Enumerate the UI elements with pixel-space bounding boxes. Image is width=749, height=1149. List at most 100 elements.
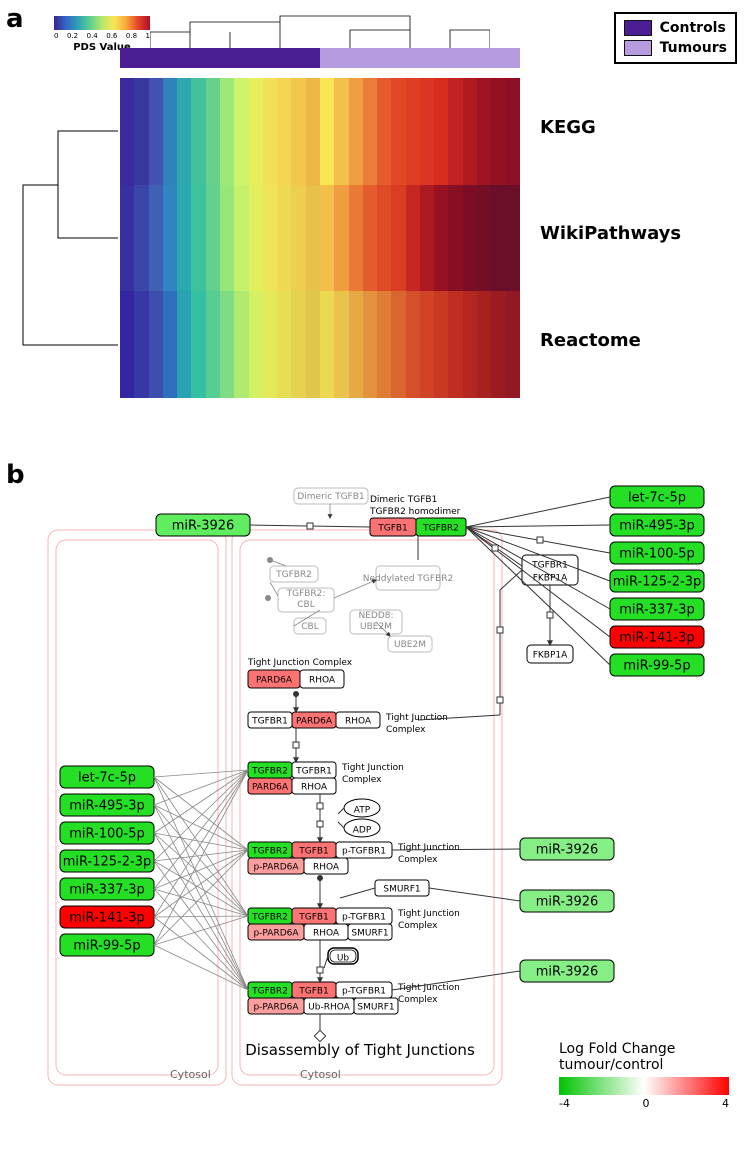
svg-text:Tight Junction: Tight Junction	[397, 843, 460, 853]
svg-text:TGFBR1: TGFBR1	[531, 561, 568, 571]
svg-text:p-TGFBR1: p-TGFBR1	[342, 847, 386, 857]
svg-text:p-PARD6A: p-PARD6A	[253, 863, 299, 873]
svg-text:UBE2M: UBE2M	[360, 622, 392, 632]
svg-text:Tight Junction: Tight Junction	[385, 713, 448, 723]
svg-text:let-7c-5p: let-7c-5p	[628, 491, 686, 506]
svg-text:Complex: Complex	[386, 725, 426, 735]
group-legend: Controls Tumours	[614, 12, 737, 64]
svg-text:PARD6A: PARD6A	[296, 717, 333, 727]
svg-text:p-TGFBR1: p-TGFBR1	[342, 987, 386, 997]
svg-text:TGFBR2: TGFBR2	[251, 987, 288, 997]
svg-text:Neddylated TGFBR2: Neddylated TGFBR2	[363, 574, 453, 584]
mir-3926-row5: miR-3926	[520, 960, 614, 982]
row-label-reactome: Reactome	[540, 330, 730, 351]
svg-text:TGFB1: TGFB1	[298, 847, 329, 857]
svg-text:miR-100-5p: miR-100-5p	[69, 827, 145, 842]
svg-text:Complex: Complex	[342, 775, 382, 785]
svg-text:TGFBR1: TGFBR1	[251, 717, 288, 727]
mirna-list-left: let-7c-5pmiR-495-3pmiR-100-5pmiR-125-2-3…	[60, 766, 154, 956]
pathway-title: Disassembly of Tight Junctions	[245, 1041, 475, 1059]
svg-text:RHOA: RHOA	[313, 863, 340, 873]
complex-row-4: TGFBR2TGFB1p-TGFBR1p-PARD6ARHOASMURF1Tig…	[248, 908, 460, 940]
mir-3926-smurf: miR-3926	[520, 838, 614, 860]
fkbp-box: TGFBR1 FKBP1A	[522, 555, 578, 585]
svg-text:RHOA: RHOA	[345, 717, 372, 727]
controls-legend-label: Controls	[660, 20, 726, 36]
svg-text:Complex: Complex	[398, 995, 438, 1005]
row-label-wiki: WikiPathways	[540, 223, 730, 244]
svg-text:TGFBR2: TGFBR2	[251, 913, 288, 923]
svg-text:miR-3926: miR-3926	[172, 519, 235, 534]
svg-text:p-PARD6A: p-PARD6A	[253, 929, 299, 939]
svg-text:p-PARD6A: p-PARD6A	[253, 1003, 299, 1013]
top-label-1: Dimeric TGFB1	[370, 495, 437, 505]
atp-adp: ATP ADP	[344, 799, 380, 837]
svg-text:let-7c-5p: let-7c-5p	[78, 771, 136, 786]
svg-text:PARD6A: PARD6A	[252, 783, 289, 793]
lfc-min: -4	[559, 1097, 570, 1110]
heatmap	[120, 78, 520, 398]
svg-text:TGFBR2:: TGFBR2:	[286, 589, 326, 599]
fkbp-single: FKBP1A	[527, 645, 573, 663]
complex-row-2: TGFBR2 TGFBR1 PARD6A RHOA Tight Junction Comp…	[248, 762, 404, 794]
ub-node: Ub	[328, 948, 358, 964]
pds-ticks: 00.20.40.60.81	[54, 32, 150, 40]
lfc-legend: Log Fold Change tumour/control -4 0 4	[559, 1041, 729, 1110]
svg-text:SMURF1: SMURF1	[383, 885, 420, 895]
svg-text:Tight Junction: Tight Junction	[341, 763, 404, 773]
complex-row-1: TGFBR1 PARD6A RHOA Tight Junction Complex	[248, 712, 448, 735]
svg-text:RHOA: RHOA	[309, 676, 336, 686]
svg-text:Dimeric TGFB1: Dimeric TGFB1	[297, 492, 364, 502]
tumours-swatch	[624, 40, 652, 56]
svg-text:TGFBR2: TGFBR2	[422, 524, 459, 534]
complex-row-3: TGFBR2 TGFB1 p-TGFBR1 p-PARD6A RHOA Tight Jun…	[248, 842, 460, 874]
svg-text:Ub: Ub	[337, 954, 350, 964]
svg-text:SMURF1: SMURF1	[357, 1003, 394, 1013]
heatmap-row-labels: KEGG WikiPathways Reactome	[540, 74, 730, 394]
svg-text:miR-3926: miR-3926	[536, 843, 599, 858]
svg-text:PARD6A: PARD6A	[256, 676, 293, 686]
top-label-2: TGFBR2 homodimer	[369, 507, 461, 517]
lfc-gradient	[559, 1077, 729, 1095]
svg-text:RHOA: RHOA	[301, 783, 328, 793]
pds-gradient	[54, 16, 150, 30]
svg-text:miR-100-5p: miR-100-5p	[619, 547, 695, 562]
column-group-strip	[120, 48, 520, 68]
svg-text:NEDD8:: NEDD8:	[358, 611, 393, 621]
svg-text:RHOA: RHOA	[313, 929, 340, 939]
row-label-kegg: KEGG	[540, 117, 730, 138]
svg-text:miR-99-5p: miR-99-5p	[73, 939, 140, 954]
compartment-left-label: Cytosol	[170, 1068, 211, 1081]
svg-text:TGFBR2: TGFBR2	[275, 570, 312, 580]
figure-root: a Controls Tumours 00.20.40.60.81 PDS Va…	[0, 0, 749, 1149]
svg-text:TGFBR1: TGFBR1	[295, 767, 332, 777]
svg-text:TGFB1: TGFB1	[377, 524, 408, 534]
row-dendrogram-icon	[8, 78, 118, 398]
svg-text:miR-141-3p: miR-141-3p	[619, 631, 695, 646]
mir-3926-row4: miR-3926	[520, 890, 614, 912]
svg-text:miR-337-3p: miR-337-3p	[619, 603, 695, 618]
tumours-legend-label: Tumours	[660, 40, 727, 56]
panel-a: a Controls Tumours 00.20.40.60.81 PDS Va…	[0, 0, 749, 440]
svg-text:ADP: ADP	[353, 826, 372, 836]
svg-text:miR-337-3p: miR-337-3p	[69, 883, 145, 898]
lfc-max: 4	[722, 1097, 729, 1110]
dimeric-complex: TGFB1 TGFBR2	[370, 518, 466, 536]
svg-text:UBE2M: UBE2M	[394, 640, 426, 650]
svg-text:miR-125-2-3p: miR-125-2-3p	[63, 855, 151, 870]
svg-text:Tight Junction Complex: Tight Junction Complex	[247, 658, 353, 668]
svg-text:ATP: ATP	[354, 806, 371, 816]
lfc-mid: 0	[642, 1097, 649, 1110]
tight-junction-complex: Tight Junction Complex PARD6A RHOA	[247, 658, 353, 688]
svg-text:miR-495-3p: miR-495-3p	[619, 519, 695, 534]
svg-text:miR-99-5p: miR-99-5p	[623, 659, 690, 674]
pathway-diagram: Cytosol Cytosol Dimeric TGFB1TGFBR2TGFBR…	[0, 470, 749, 1130]
svg-text:miR-141-3p: miR-141-3p	[69, 911, 145, 926]
svg-text:TGFB1: TGFB1	[298, 987, 329, 997]
svg-text:TGFBR2: TGFBR2	[251, 767, 288, 777]
smurf-node: SMURF1	[375, 880, 429, 896]
svg-text:TGFBR2: TGFBR2	[251, 847, 288, 857]
svg-text:CBL: CBL	[297, 600, 314, 610]
mir-3926-top: miR-3926	[156, 514, 250, 536]
svg-text:FKBP1A: FKBP1A	[533, 651, 568, 661]
